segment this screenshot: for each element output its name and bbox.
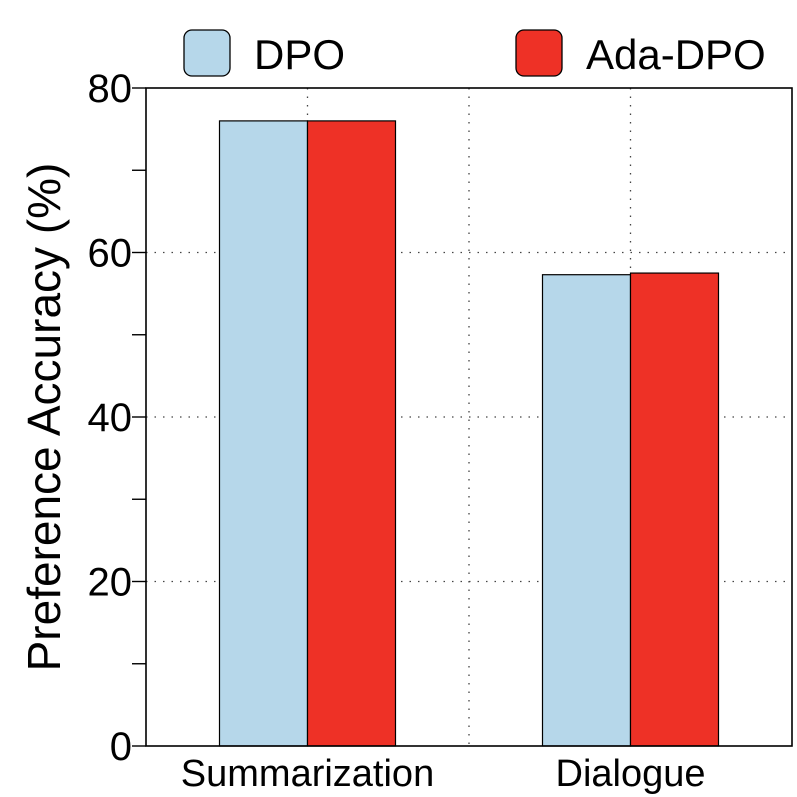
legend-swatch-dpo bbox=[183, 29, 231, 77]
legend-label-dpo: DPO bbox=[254, 31, 345, 78]
y-tick-label-60: 60 bbox=[88, 232, 133, 276]
bar-dpo-dialogue bbox=[541, 274, 632, 747]
bar-dpo-summarization bbox=[218, 120, 309, 747]
x-axis: Summarization Dialogue bbox=[181, 753, 706, 795]
bar-ada-dpo-summarization bbox=[306, 120, 397, 747]
x-tick-label-dialogue: Dialogue bbox=[556, 753, 706, 795]
y-tick-label-80: 80 bbox=[88, 67, 133, 111]
legend: DPO Ada-DPO bbox=[183, 29, 766, 78]
y-tick-label-40: 40 bbox=[88, 396, 133, 440]
y-tick-label-20: 20 bbox=[88, 561, 133, 605]
legend-swatch-ada-dpo bbox=[515, 29, 563, 77]
bars bbox=[218, 120, 720, 747]
x-tick-label-summarization: Summarization bbox=[181, 753, 434, 795]
grid-lines bbox=[146, 88, 792, 746]
y-axis: 0 20 40 60 80 bbox=[88, 67, 146, 769]
y-tick-label-0: 0 bbox=[110, 725, 132, 769]
bar-ada-dpo-dialogue bbox=[629, 272, 720, 747]
legend-label-ada-dpo: Ada-DPO bbox=[586, 31, 766, 78]
y-axis-label: Preference Accuracy (%) bbox=[18, 163, 70, 672]
